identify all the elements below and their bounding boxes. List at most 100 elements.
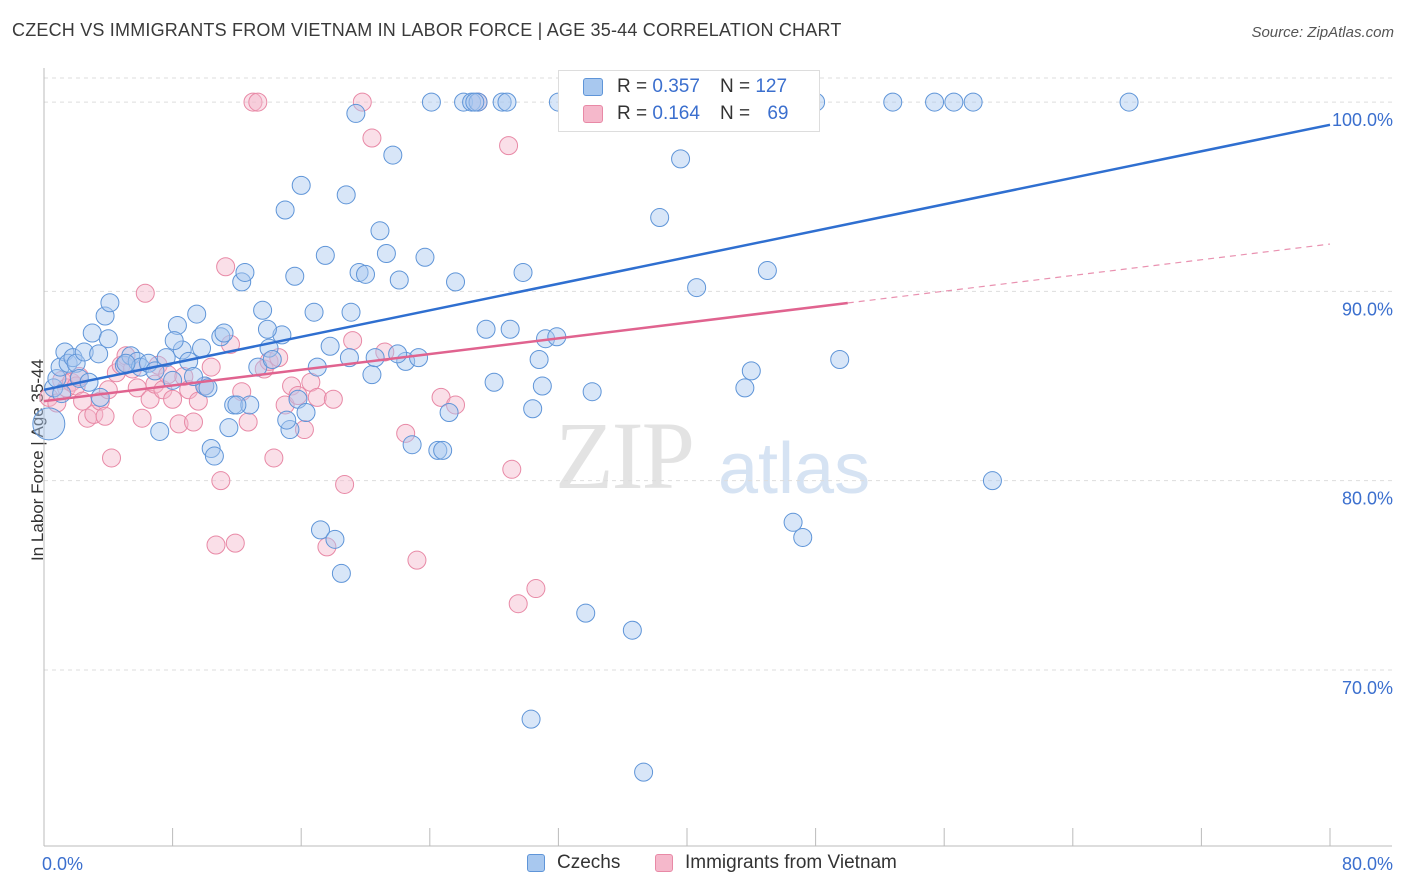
vietnam-trend-line — [43, 301, 848, 403]
czech-point — [349, 262, 369, 282]
czech-point — [275, 200, 295, 220]
czech-point — [439, 403, 459, 423]
czech-point — [32, 407, 66, 441]
czech-point — [219, 418, 239, 438]
source-credit: Source: ZipAtlas.com — [1251, 24, 1394, 41]
vietnam-point — [502, 459, 522, 479]
vietnam-point — [248, 92, 268, 112]
czech-point — [164, 331, 184, 351]
czech-point — [183, 367, 203, 387]
vietnam-point — [396, 423, 416, 443]
czech-point — [304, 302, 324, 322]
legend-item-czechs[interactable]: Czechs — [527, 852, 620, 874]
czech-points-layer — [32, 92, 1139, 782]
czech-point — [192, 338, 212, 358]
czech-point — [82, 323, 102, 343]
vietnam-point — [102, 448, 122, 468]
czech-point — [89, 344, 109, 364]
vietnam-point — [135, 283, 155, 303]
vietnam-point — [201, 357, 221, 377]
vietnam-point — [508, 594, 528, 614]
czech-point — [325, 529, 345, 549]
vietnam-point — [183, 412, 203, 432]
czech-point — [521, 709, 541, 729]
vietnam-point — [323, 389, 343, 409]
czech-point — [74, 342, 94, 362]
czech-point — [428, 440, 448, 460]
vietnam-points-layer — [39, 92, 546, 614]
czech-point — [883, 92, 903, 112]
vietnam-point — [216, 257, 236, 277]
vietnam-legend-icon — [655, 854, 673, 872]
chart-title: CZECH VS IMMIGRANTS FROM VIETNAM IN LABO… — [12, 20, 842, 40]
vietnam-point — [95, 406, 115, 426]
czech-point — [476, 319, 496, 339]
czech-point — [622, 620, 642, 640]
czech-point — [310, 520, 330, 540]
czech-trend-line — [43, 123, 1331, 392]
czech-point — [735, 378, 755, 398]
vietnam-point — [275, 395, 295, 415]
czech-point — [346, 103, 366, 123]
czech-point — [389, 270, 409, 290]
czech-point — [156, 348, 176, 368]
czech-point — [402, 435, 422, 455]
vietnam-point — [163, 389, 183, 409]
r-value-czechs: 0.357 — [652, 76, 700, 97]
czech-point — [383, 145, 403, 165]
n-value-vietnam: 69 — [767, 103, 789, 124]
vietnam-point — [132, 408, 152, 428]
czech-point — [227, 395, 247, 415]
czech-point — [167, 315, 187, 335]
vietnam-point — [335, 474, 355, 494]
czech-point — [315, 245, 335, 265]
czech-point — [362, 365, 382, 385]
czech-point — [66, 353, 86, 373]
czech-point — [830, 350, 850, 370]
czech-point — [741, 361, 761, 381]
y-tick-label: 70.0% — [1342, 678, 1393, 698]
x-tick-label: 80.0% — [1342, 854, 1393, 874]
y-tick-label: 80.0% — [1342, 489, 1393, 509]
czech-point — [187, 304, 207, 324]
czech-point — [497, 92, 517, 112]
watermark-atlas: atlas — [718, 429, 871, 509]
axis-layer — [43, 68, 1392, 847]
vietnam-point — [264, 448, 284, 468]
czech-point — [100, 293, 120, 313]
czech-point — [235, 262, 255, 282]
n-label: N = — [719, 103, 751, 124]
czech-point — [262, 350, 282, 370]
czech-point — [150, 421, 170, 441]
vietnam-point — [220, 334, 240, 354]
czech-point — [421, 92, 441, 112]
y-tick-label: 90.0% — [1342, 299, 1393, 319]
vietnam-point — [294, 420, 314, 440]
legend-label-czechs: Czechs — [557, 852, 621, 873]
czech-point — [783, 512, 803, 532]
r-label: R = — [617, 103, 648, 124]
vietnam-swatch-icon — [583, 105, 603, 123]
vietnam-point — [243, 92, 263, 112]
czech-point — [116, 353, 136, 373]
czech-point — [214, 323, 234, 343]
czech-point — [446, 272, 466, 292]
vietnam-point — [307, 387, 327, 407]
czech-point — [296, 403, 316, 423]
watermark-zip: ZIP — [555, 402, 695, 509]
czech-point — [331, 563, 351, 583]
czech-point — [356, 264, 375, 284]
vietnam-point — [352, 92, 372, 112]
czech-point — [532, 376, 552, 396]
grid-layer — [44, 77, 1392, 671]
czech-point — [201, 438, 221, 458]
czech-point — [757, 261, 777, 281]
czech-point — [963, 92, 983, 112]
vietnam-trend-extension — [847, 243, 1331, 304]
czech-point — [513, 262, 533, 282]
legend-item-vietnam[interactable]: Immigrants from Vietnam — [655, 852, 897, 874]
r-label: R = — [617, 76, 648, 97]
czech-point — [98, 329, 118, 349]
vietnam-point — [169, 414, 189, 434]
